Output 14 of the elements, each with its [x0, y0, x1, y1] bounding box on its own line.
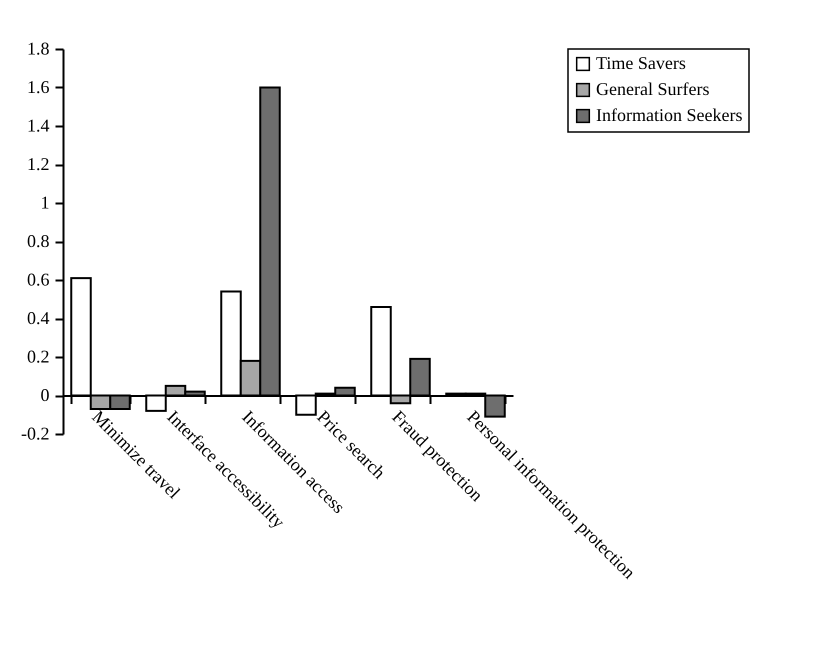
y-tick-label: 0.6 [27, 270, 50, 290]
y-tick-label: 0.8 [27, 231, 50, 251]
y-tick-label: 1.4 [27, 116, 50, 136]
legend-label: Information Seekers [596, 105, 742, 125]
y-tick-label: 0 [40, 385, 50, 405]
legend-label: General Surfers [596, 79, 710, 99]
y-tick-label: 1 [40, 192, 50, 212]
y-tick-label: 1.8 [27, 38, 50, 58]
legend-label: Time Savers [596, 53, 686, 73]
y-tick-label: 0.2 [27, 346, 50, 366]
y-tick-label: 1.6 [27, 77, 50, 97]
y-tick-label: -0.2 [21, 424, 50, 444]
y-tick-label: 0.4 [27, 308, 50, 328]
y-tick-label: 1.2 [27, 154, 50, 174]
